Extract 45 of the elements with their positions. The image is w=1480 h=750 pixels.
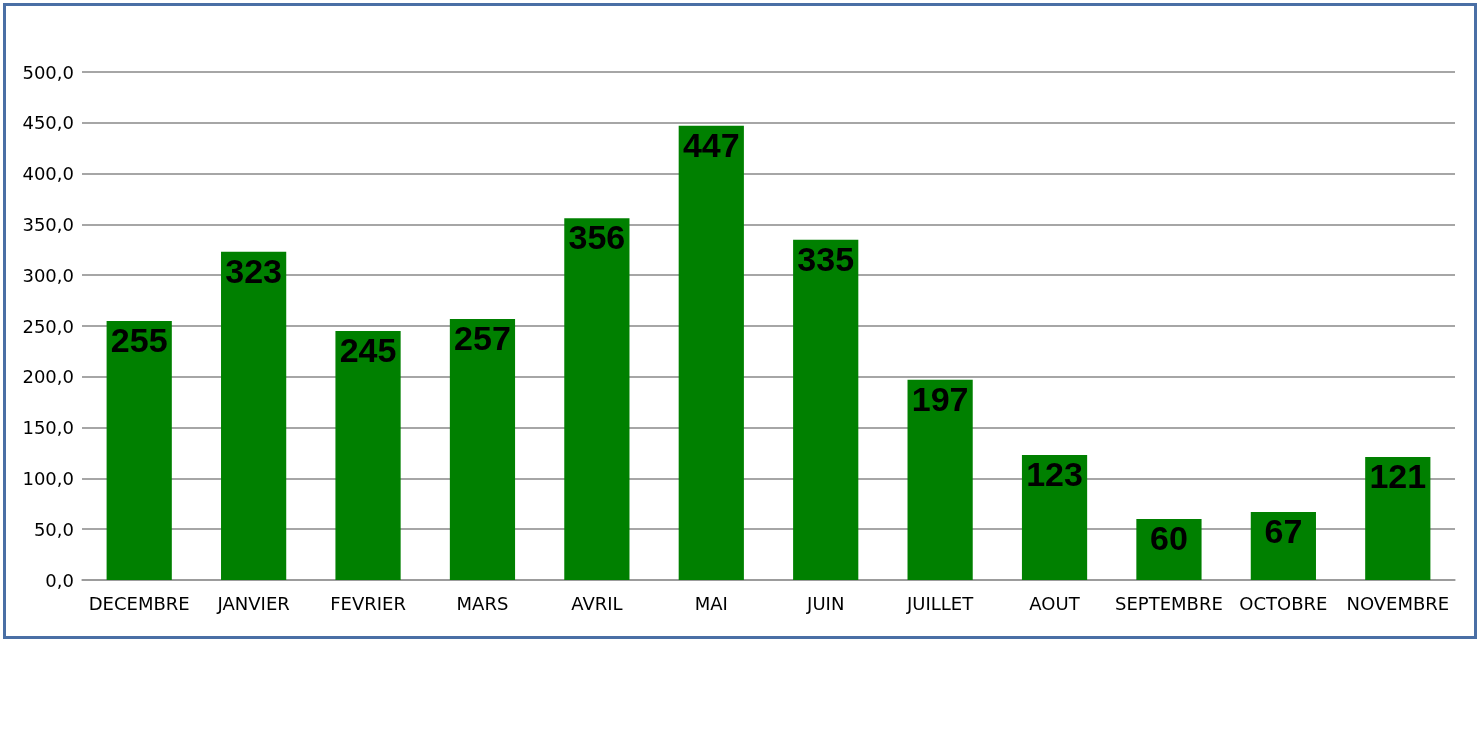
x-tick-label: NOVEMBRE xyxy=(1346,592,1450,614)
bar xyxy=(106,320,172,580)
data-label: 245 xyxy=(339,331,397,370)
y-tick-label: 250,0 xyxy=(22,315,74,337)
data-label: 255 xyxy=(110,320,168,359)
x-tick-label: MAI xyxy=(694,592,728,614)
x-tick-label: SEPTEMBRE xyxy=(1115,592,1223,614)
data-label: 335 xyxy=(797,239,855,278)
y-tick-label: 500,0 xyxy=(22,61,74,83)
x-tick-label: FEVRIER xyxy=(330,592,406,614)
y-tick-label: 300,0 xyxy=(22,264,74,286)
data-label: 323 xyxy=(225,251,282,290)
y-tick-label: 450,0 xyxy=(22,112,74,134)
x-tick-label: DECEMBRE xyxy=(88,592,190,614)
x-tick-label: JUILLET xyxy=(906,592,975,614)
y-tick-label: 0,0 xyxy=(45,569,74,591)
bar xyxy=(449,318,516,580)
bar xyxy=(564,218,630,580)
data-label: 121 xyxy=(1369,457,1427,496)
x-tick-label: AVRIL xyxy=(571,592,623,614)
data-label: 67 xyxy=(1264,511,1303,550)
x-tick-label: OCTOBRE xyxy=(1239,592,1328,614)
y-tick-label: 150,0 xyxy=(22,417,74,439)
y-tick-label: 50,0 xyxy=(33,518,74,540)
data-label: 447 xyxy=(682,125,740,164)
data-label: 257 xyxy=(454,318,511,357)
data-label: 60 xyxy=(1150,519,1188,558)
y-tick-label: 400,0 xyxy=(22,163,74,185)
x-tick-label: AOUT xyxy=(1029,592,1081,614)
x-tick-label: MARS xyxy=(456,592,509,614)
x-tick-label: JANVIER xyxy=(216,592,290,614)
bar xyxy=(335,331,401,580)
x-tick-label: JUIN xyxy=(806,592,845,614)
bar xyxy=(793,239,859,580)
bar xyxy=(678,125,744,580)
bar xyxy=(221,251,287,580)
bar xyxy=(1365,457,1431,580)
data-label: 197 xyxy=(911,379,969,418)
data-label: 356 xyxy=(568,218,626,257)
bar xyxy=(907,379,973,580)
bar xyxy=(1021,455,1088,580)
y-tick-label: 350,0 xyxy=(22,213,74,235)
data-label: 123 xyxy=(1026,455,1083,494)
y-tick-label: 200,0 xyxy=(22,366,74,388)
y-tick-label: 100,0 xyxy=(22,467,74,489)
